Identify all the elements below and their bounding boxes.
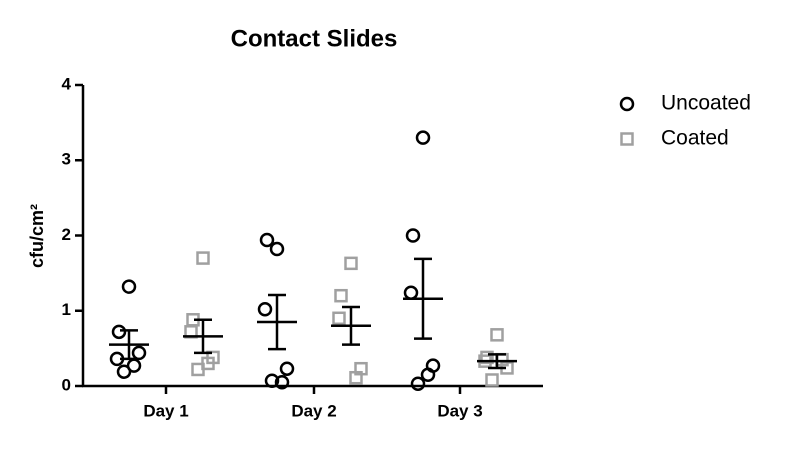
data-point — [116, 364, 132, 379]
x-tick-label: Day 3 — [437, 401, 482, 420]
data-point — [620, 132, 634, 146]
data-point — [121, 279, 137, 294]
y-tick-label: 1 — [62, 300, 71, 319]
y-tick-label: 2 — [62, 225, 71, 244]
data-point — [257, 301, 273, 317]
data-point — [619, 96, 635, 112]
data-point — [344, 256, 358, 271]
legend-label: Coated — [661, 127, 729, 150]
data-point — [274, 374, 290, 390]
data-point — [403, 285, 419, 300]
data-point — [410, 376, 426, 391]
data-point — [191, 362, 205, 377]
legend-label: Uncoated — [661, 92, 751, 115]
data-point — [334, 288, 348, 303]
data-point — [349, 370, 363, 385]
data-point — [259, 232, 275, 248]
data-point — [131, 345, 147, 361]
data-point — [111, 324, 127, 340]
data-point — [279, 361, 295, 376]
y-axis-label: cfu/cm² — [27, 204, 47, 268]
x-tick-label: Day 1 — [143, 401, 188, 420]
data-point — [332, 311, 346, 326]
data-point — [405, 228, 421, 243]
data-point — [480, 350, 494, 365]
data-point — [264, 373, 280, 388]
data-point — [269, 241, 285, 257]
chart-title: Contact Slides — [231, 25, 398, 52]
data-point — [485, 373, 499, 387]
data-point — [420, 367, 436, 382]
data-point — [490, 328, 504, 342]
data-point — [415, 130, 431, 145]
y-tick-label: 3 — [62, 150, 71, 169]
x-tick-label: Day 2 — [291, 401, 336, 420]
y-tick-label: 4 — [62, 74, 72, 93]
data-point — [196, 251, 210, 265]
y-tick-label: 0 — [62, 375, 71, 394]
